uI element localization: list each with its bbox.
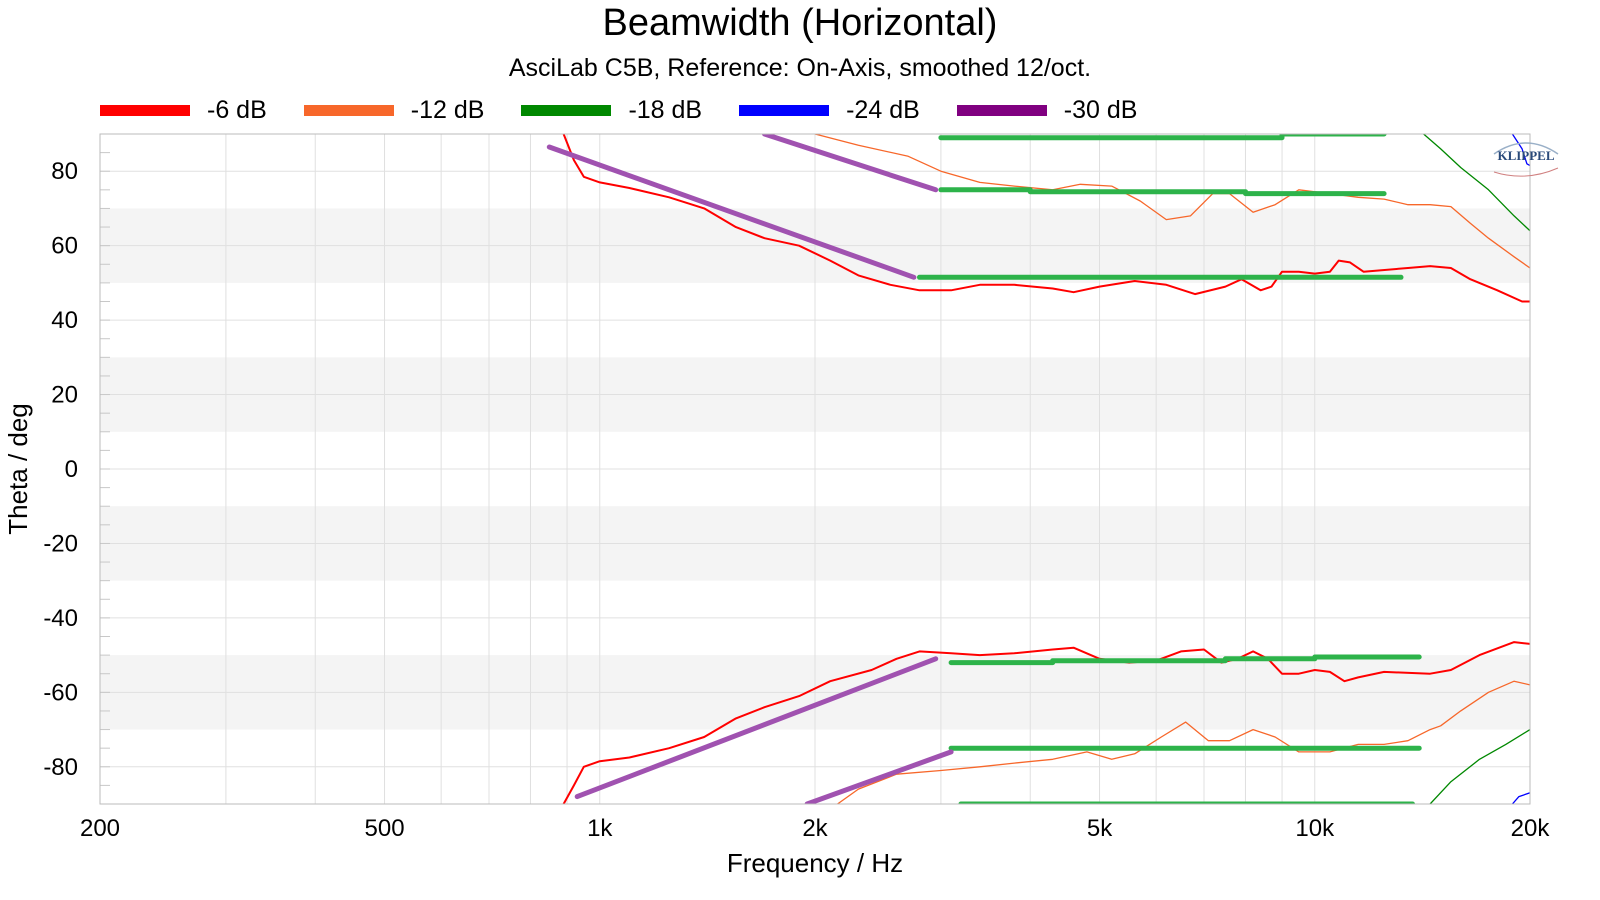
legend-item: -6 dB	[100, 96, 267, 125]
legend-label: -30 dB	[1063, 95, 1138, 124]
fit-line	[938, 187, 1387, 197]
y-tick-label: -40	[43, 605, 78, 632]
x-axis-title: Frequency / Hz	[727, 848, 903, 878]
fit-line	[574, 656, 939, 800]
x-tick-label: 1k	[587, 815, 613, 842]
legend-swatch	[100, 104, 190, 116]
x-tick-label: 20k	[1511, 815, 1551, 842]
fit-line	[948, 654, 1422, 666]
fit-line	[804, 749, 954, 804]
chart-legend: -6 dB -12 dB -18 dB -24 dB -30 dB	[100, 94, 1174, 126]
series-line-24dB-0	[1511, 134, 1530, 167]
klippel-logo: KLIPPEL	[1490, 138, 1562, 178]
legend-label: -24 dB	[846, 95, 920, 124]
y-tick-label: -60	[43, 679, 78, 706]
series-line-6dB-0	[562, 134, 1530, 303]
y-tick-label: -20	[43, 530, 78, 557]
legend-swatch	[521, 104, 612, 116]
x-tick-label: 500	[365, 815, 405, 842]
plot-grid	[100, 133, 1530, 805]
x-tick-label: 200	[80, 815, 120, 842]
y-axis-title: Theta / deg	[3, 403, 33, 535]
legend-item: -24 dB	[739, 96, 920, 125]
series-line-18dB-0	[1423, 134, 1530, 232]
plot-fit-lines	[546, 134, 1422, 804]
x-tick-label: 2k	[802, 815, 828, 842]
series-line-18dB-1	[1429, 729, 1530, 804]
chart-title: Beamwidth (Horizontal)	[602, 2, 998, 44]
y-tick-label: 40	[51, 307, 78, 334]
legend-item: -18 dB	[521, 96, 702, 125]
fit-line	[762, 134, 939, 193]
series-line-12dB-1	[837, 680, 1530, 804]
y-tick-label: 20	[51, 382, 78, 409]
legend-swatch	[956, 104, 1047, 116]
chart-subtitle: AsciLab C5B, Reference: On-Axis, smoothe…	[508, 54, 1092, 82]
legend-item: -12 dB	[303, 95, 485, 125]
plot-frame	[99, 133, 1531, 805]
svg-text:KLIPPEL: KLIPPEL	[1497, 148, 1554, 163]
legend-item: -30 dB	[956, 95, 1138, 125]
legend-label: -18 dB	[628, 95, 703, 124]
fit-line	[938, 134, 1387, 141]
y-tick-label: -80	[43, 754, 78, 781]
series-line-24dB-1	[1511, 792, 1530, 804]
legend-label: -12 dB	[410, 95, 485, 124]
fit-line	[546, 144, 917, 280]
y-tick-label: 60	[51, 233, 78, 260]
x-tick-label: 5k	[1087, 815, 1113, 842]
legend-swatch	[303, 104, 394, 116]
x-tick-label: 10k	[1295, 815, 1335, 842]
legend-label: -6 dB	[207, 95, 267, 124]
y-tick-label: 0	[65, 456, 78, 483]
legend-swatch	[739, 104, 830, 116]
y-tick-label: 80	[51, 158, 78, 185]
